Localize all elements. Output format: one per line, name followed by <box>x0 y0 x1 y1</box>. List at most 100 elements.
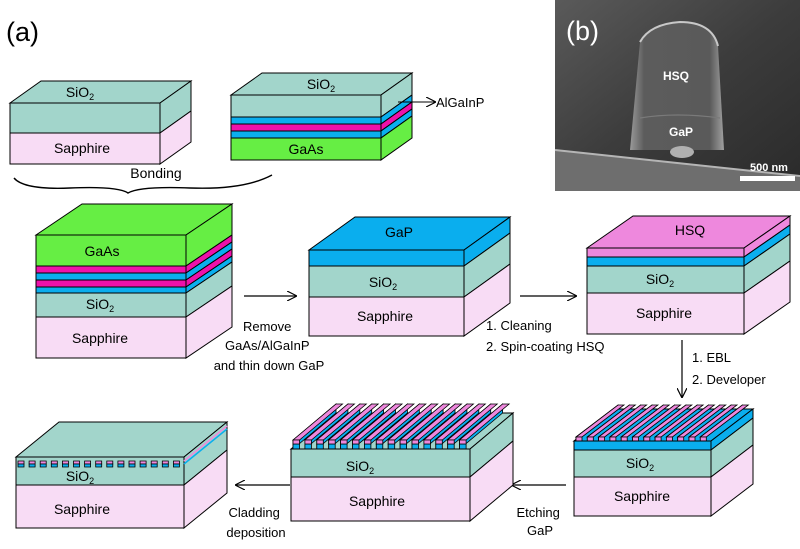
ridge-front <box>666 436 673 442</box>
gap-ridges <box>291 403 511 450</box>
ridge-front <box>677 436 685 442</box>
embedded-gap <box>50 463 58 468</box>
ridge-front <box>316 443 324 450</box>
embedded-hsq <box>84 460 91 465</box>
embedded-hsq <box>161 460 169 465</box>
embedded-hsq <box>50 460 58 465</box>
layer-label-algainp: AlGaInP <box>436 95 484 110</box>
ridge-front <box>363 443 372 450</box>
sem-scale-bar <box>740 176 795 181</box>
embedded-hsq <box>172 460 180 465</box>
ridge-front <box>304 443 312 450</box>
ridge-front <box>352 439 360 445</box>
ridge-front <box>375 443 384 450</box>
embedded-gap <box>17 463 25 468</box>
sem-label-hsq: HSQ <box>663 69 689 83</box>
ridge-front <box>292 443 300 450</box>
ridge-front <box>459 443 467 450</box>
embedded-gap <box>172 463 180 468</box>
embedded-hsq <box>117 460 125 465</box>
embedded-hsq <box>17 460 25 465</box>
block-gaas-substrate: SiO2 GaAs AlGaInP <box>229 72 484 161</box>
ridge-front <box>399 439 408 445</box>
step-ebl-label: 1. EBL 2. Developer <box>692 350 766 387</box>
embedded-waveguides <box>17 460 180 468</box>
step-cladding-label: Cladding deposition <box>226 505 285 540</box>
embedded-gap <box>106 463 114 468</box>
block-sio2-on-sapphire: SiO2 Sapphire <box>8 80 193 165</box>
ridge-front <box>459 439 467 445</box>
panel-label-b: (b) <box>566 16 599 46</box>
embedded-hsq <box>128 460 136 465</box>
ridge-front <box>399 443 408 450</box>
layer-label-gap: GaP <box>385 224 413 240</box>
embedded-hsq <box>28 460 36 465</box>
block-gap-on-sio2: GaP SiO2 Sapphire <box>307 216 512 337</box>
embedded-gap <box>117 463 125 468</box>
bonding-brace <box>13 174 273 194</box>
embedded-hsq <box>39 460 47 465</box>
ridge-front <box>423 443 431 450</box>
ridge-front <box>328 443 336 450</box>
layer-label-sio2: SiO2 <box>626 455 654 473</box>
layer-label-sapphire: Sapphire <box>636 305 692 321</box>
ridge-front <box>688 436 696 442</box>
layer-label-sio2: SiO2 <box>646 271 674 289</box>
block-bonded-stack: GaAs SiO2 Sapphire <box>34 203 234 359</box>
embedded-gap <box>128 463 136 468</box>
layer-label-sapphire: Sapphire <box>72 330 128 346</box>
layer-label-sapphire: Sapphire <box>54 501 110 517</box>
embedded-hsq <box>150 460 158 465</box>
layer-label-hsq: HSQ <box>675 222 705 238</box>
embedded-hsq <box>95 460 103 465</box>
ridge-front <box>435 443 443 450</box>
embedded-hsq <box>73 460 80 465</box>
layer-label-sapphire: Sapphire <box>349 493 405 509</box>
step-bonding-label: Bonding <box>130 165 181 181</box>
ridge-front <box>699 436 707 442</box>
ridge-front <box>292 439 300 445</box>
step-remove-label: Remove GaAs/AlGaInP and thin down GaP <box>214 319 325 373</box>
embedded-hsq <box>106 460 114 465</box>
ridge-front <box>340 443 348 450</box>
ridge-front <box>423 439 431 445</box>
layer-label-sio2: SiO2 <box>346 458 374 476</box>
panel-label-a: (a) <box>6 17 39 47</box>
embedded-gap <box>73 463 80 468</box>
ridge-front <box>632 436 639 442</box>
hsq-ridges <box>574 404 750 442</box>
layer-label-sio2: SiO2 <box>369 274 397 292</box>
embedded-gap <box>84 463 91 468</box>
embedded-gap <box>150 463 158 468</box>
sem-image: (b) HSQ GaP 500 nm <box>554 0 800 191</box>
ridge-front <box>352 443 360 450</box>
ridge-front <box>411 439 419 445</box>
layer-label-sapphire: Sapphire <box>54 140 110 156</box>
layer-label-sapphire: Sapphire <box>614 488 670 504</box>
ridge-front <box>387 439 396 445</box>
ridge-front <box>643 436 651 442</box>
embedded-hsq <box>62 460 69 465</box>
ridge-front <box>654 436 662 442</box>
ridge-front <box>363 439 372 445</box>
ridge-front <box>435 439 443 445</box>
layer-label-sapphire: Sapphire <box>357 308 413 324</box>
embedded-hsq <box>139 460 147 465</box>
layer-label-sio2: SiO2 <box>66 84 94 102</box>
layer-label-sio2: SiO2 <box>307 76 335 94</box>
ridge-front <box>316 439 324 445</box>
ridge-front <box>598 436 605 442</box>
ridge-front <box>609 436 617 442</box>
block-etched-gap: SiO2 Sapphire <box>289 403 515 523</box>
embedded-gap <box>62 463 69 468</box>
embedded-gap <box>39 463 47 468</box>
step-etching-label: Etching GaP <box>517 505 564 538</box>
ridge-front <box>304 439 312 445</box>
block-cladded: SiO2 Sapphire <box>14 420 229 530</box>
ridge-front <box>387 443 396 450</box>
sem-scale-label: 500 nm <box>750 162 788 174</box>
layer-label-sio2: SiO2 <box>66 468 94 486</box>
ridge-front <box>620 436 628 442</box>
